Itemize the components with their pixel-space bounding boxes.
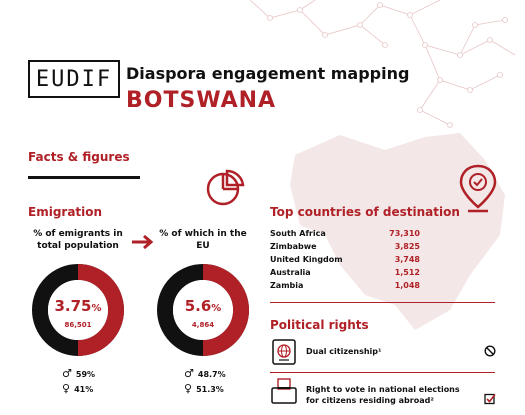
passport-globe-icon xyxy=(272,339,296,365)
female-icon: ♀ xyxy=(184,382,193,395)
facts-divider xyxy=(28,176,140,179)
emigrants-donut-arc xyxy=(77,264,124,356)
political-rights-divider xyxy=(270,372,495,373)
eu-label: % of which in the EU xyxy=(159,229,247,251)
facts-title: Facts & figures xyxy=(28,150,130,164)
destination-country: United Kingdom xyxy=(270,255,343,264)
destination-country: Zimbabwe xyxy=(270,242,317,251)
female-icon: ♀ xyxy=(62,382,71,395)
dual-citizenship-label: Dual citizenship¹ xyxy=(306,347,382,356)
eu-count: 4,864 xyxy=(191,321,215,329)
emigrants-donut xyxy=(32,264,124,356)
vote-abroad-line1: Right to vote in national elections xyxy=(306,385,460,394)
male-share-total: ♂ 59% xyxy=(62,367,96,380)
list-item: South Africa 73,310 xyxy=(270,229,420,238)
logo-text: EUDIF xyxy=(35,66,113,92)
eu-donut-arc xyxy=(202,264,249,356)
destination-value: 1,048 xyxy=(394,281,420,290)
emigrants-pct: 3.75% xyxy=(54,297,102,315)
male-share-eu: ♂ 48.7% xyxy=(184,367,226,380)
list-item: Zimbabwe 3,825 xyxy=(270,242,420,251)
destination-value: 3,748 xyxy=(394,255,420,264)
female-share-total: ♀ 41% xyxy=(62,382,94,395)
vote-abroad-line2: for citizens residing abroad² xyxy=(306,396,434,405)
destination-value: 1,512 xyxy=(394,268,420,277)
female-share-eu: ♀ 51.3% xyxy=(184,382,224,395)
arrow-right-icon xyxy=(132,234,154,250)
destination-value: 73,310 xyxy=(389,229,420,238)
no-entry-icon xyxy=(484,345,496,357)
eudif-logo: EUDIF xyxy=(28,60,120,98)
male-icon: ♂ xyxy=(184,367,194,380)
list-item: United Kingdom 3,748 xyxy=(270,255,420,264)
network-decoration xyxy=(249,0,516,128)
destination-country: Zambia xyxy=(270,281,304,290)
eu-pct: 5.6% xyxy=(184,297,222,315)
list-item: Zambia 1,048 xyxy=(270,281,420,290)
emigrants-label: % of emigrants in total population xyxy=(33,229,123,251)
emigration-title: Emigration xyxy=(28,205,103,219)
country-title: BOTSWANA xyxy=(126,88,277,113)
political-rights-title: Political rights xyxy=(270,318,369,332)
destination-value: 3,825 xyxy=(394,242,420,251)
page-title: Diaspora engagement mapping xyxy=(126,64,410,83)
list-item: Australia 1,512 xyxy=(270,268,420,277)
check-box-icon xyxy=(484,393,496,405)
vote-abroad-label: Right to vote in national elections for … xyxy=(306,384,460,406)
destination-country: South Africa xyxy=(270,229,326,238)
destination-country: Australia xyxy=(270,268,311,277)
male-icon: ♂ xyxy=(62,367,72,380)
ballot-box-icon xyxy=(271,378,297,404)
botswana-map xyxy=(290,133,505,330)
pie-chart-icon xyxy=(206,169,245,206)
location-pin-icon xyxy=(459,164,497,213)
eu-donut xyxy=(157,264,249,356)
destinations-divider xyxy=(270,302,495,303)
emigrants-count: 86,501 xyxy=(64,321,92,329)
destinations-title: Top countries of destination xyxy=(270,205,460,219)
